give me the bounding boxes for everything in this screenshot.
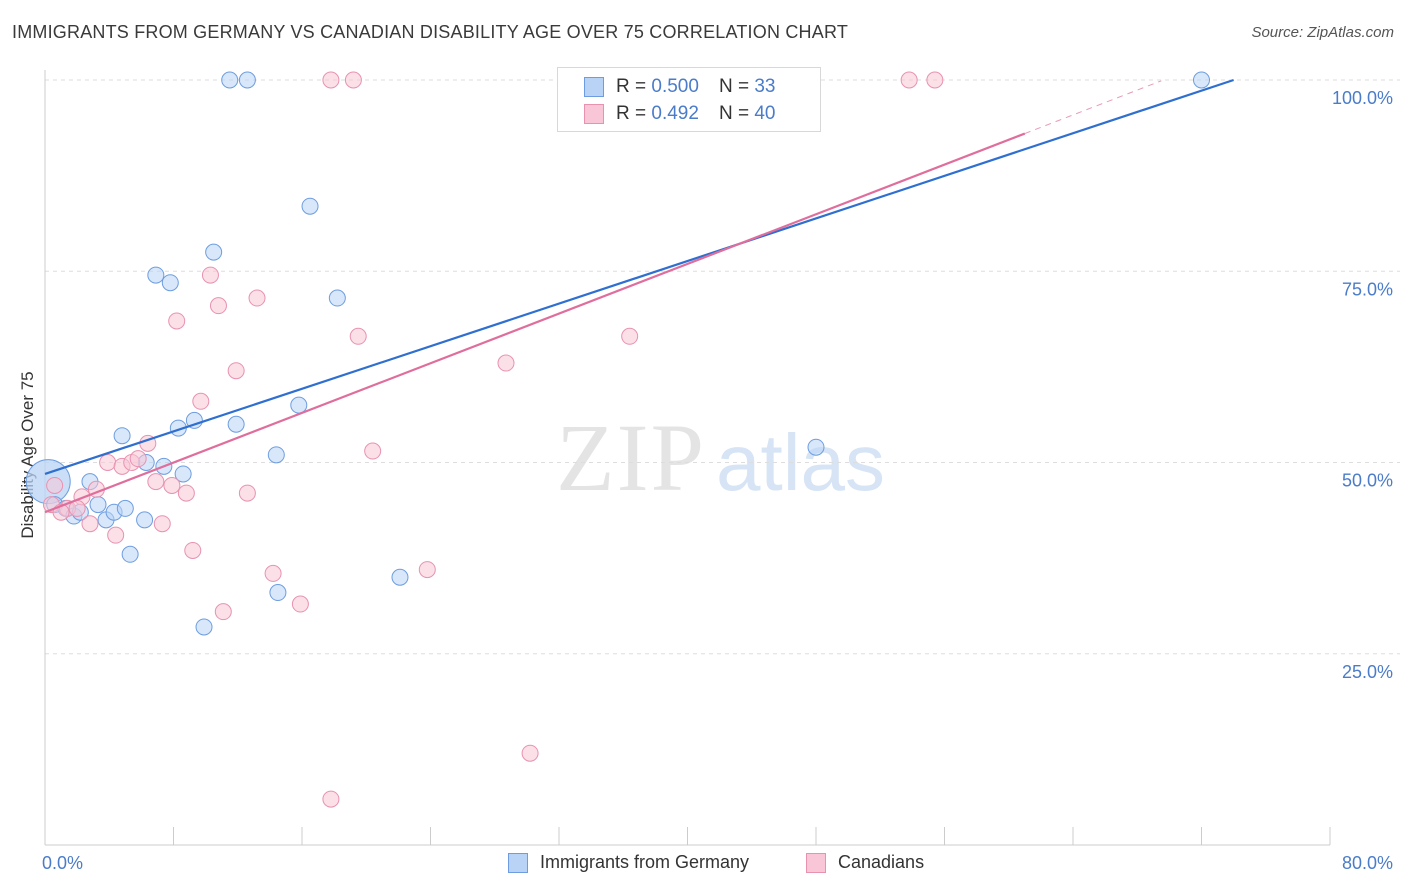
legend-n-value: 33 [754,76,776,97]
canadians-point [163,476,181,494]
germany-point [89,496,107,514]
legend-n-label: N = [718,103,750,124]
canadians-point [497,354,515,372]
canadians-point [129,450,147,468]
canadians-point [349,327,367,345]
legend-swatch-canadians [806,852,826,873]
germany-point [174,465,192,483]
germany-point [391,568,409,586]
canadians-point [147,473,165,491]
canadians-point [214,603,232,621]
germany-point [161,274,179,292]
germany-point [807,438,825,456]
germany-point [269,584,287,602]
source-label: Source: ZipAtlas.com [1251,24,1394,41]
canadians-point [521,744,539,762]
legend-swatch-canadians [584,104,604,124]
canadians-trend-extension [1024,80,1162,135]
canadians-point [344,71,362,89]
germany-point [290,396,308,414]
legend-row-canadians: R = 0.492 N = 40 [584,101,775,127]
canadians-point [177,484,195,502]
y-tick-label: 75.0% [1342,279,1393,299]
germany-point [267,446,285,464]
legend-n-label: N = [718,76,750,97]
canadians-point [248,289,266,307]
watermark-zip: ZIP [556,404,706,511]
germany-point [113,427,131,445]
canadians-point [209,297,227,315]
canadians-point [418,561,436,579]
legend-label-germany: Immigrants from Germany [540,852,750,872]
legend-row-germany: R = 0.500 N = 33 [584,74,775,100]
canadians-point [99,454,117,471]
legend-r-value: 0.492 [651,103,699,124]
germany-point [221,71,239,89]
legend-n-value: 40 [754,103,776,124]
canadians-point [322,71,340,89]
germany-point [136,511,154,529]
canadians-point [81,515,99,533]
legend-swatch-germany [508,852,528,873]
germany-point [238,71,256,89]
germany-point [227,415,245,433]
x-tick-label: 0.0% [42,853,83,873]
chart-title: IMMIGRANTS FROM GERMANY VS CANADIAN DISA… [12,22,849,42]
y-tick-label: 25.0% [1342,662,1393,682]
germany-point [205,243,223,261]
canadians-point [107,526,125,544]
canadians-point [322,790,340,808]
y-tick-label: 50.0% [1342,471,1393,491]
canadians-point [900,71,918,89]
germany-point [301,197,319,215]
legend-item-germany[interactable]: Immigrants from Germany [508,852,749,873]
canadians-trend-line [44,132,1026,514]
germany-trend-line [44,78,1234,476]
germany-point [195,618,213,636]
x-tick-label: 80.0% [1342,853,1393,873]
legend-swatch-germany [584,77,604,97]
canadians-point [168,312,186,330]
canadians-point [264,564,282,582]
legend-r-label: R = [616,103,647,124]
germany-point [147,266,165,284]
canadians-point [153,515,171,533]
correlation-legend: R = 0.500 N = 33 R = 0.492 N = 40 [557,67,821,132]
canadians-point [364,442,382,460]
canadians-point [192,392,210,410]
legend-label-canadians: Canadians [838,852,925,872]
germany-point [185,411,203,429]
germany-point [1193,71,1210,89]
canadians-point [926,71,944,89]
canadians-point [238,484,256,502]
legend-r-value: 0.500 [651,76,699,97]
canadians-point [621,327,639,345]
series-legend: Immigrants from Germany Canadians [0,852,1406,878]
germany-point [116,499,134,517]
germany-point [328,289,346,307]
canadians-point [227,362,245,380]
y-tick-label: 100.0% [1332,88,1393,108]
canadians-point [291,595,309,613]
legend-item-canadians[interactable]: Canadians [806,852,924,873]
canadians-point [46,476,64,494]
canadians-point [201,266,219,284]
canadians-point [184,541,202,559]
legend-r-label: R = [616,76,647,97]
germany-point [121,545,139,563]
